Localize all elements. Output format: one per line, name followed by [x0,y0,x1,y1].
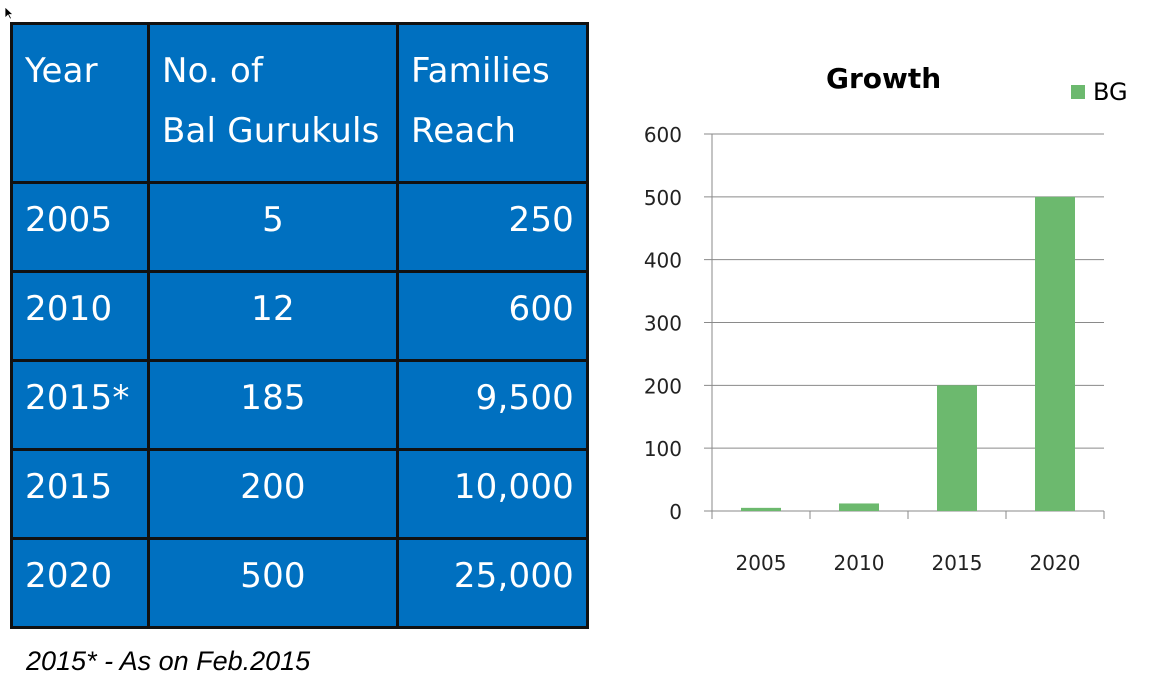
y-tick-label: 200 [644,374,682,398]
header-year: Year [10,22,150,184]
table-row: 2005 5 250 [10,181,589,273]
cell-families: 600 [396,270,589,362]
table-row: 2020 500 25,000 [10,537,589,629]
x-tick-label: 2005 [736,551,787,575]
header-year-line1: Year [25,51,98,91]
table-row: 2015* 185 9,500 [10,359,589,451]
header-families-line1: Families [411,51,550,91]
table-row: 2015 200 10,000 [10,448,589,540]
y-tick-label: 0 [669,500,682,524]
header-families-line2: Reach [411,111,517,151]
cell-families: 9,500 [396,359,589,451]
bar [741,507,781,511]
cell-families: 250 [396,181,589,273]
cell-year: 2010 [10,270,150,362]
legend-label: BG [1093,78,1128,106]
cell-families: 10,000 [396,448,589,540]
cell-gurukuls: 185 [147,359,399,451]
x-tick-label: 2015 [932,551,983,575]
bar [937,385,977,511]
cell-year: 2020 [10,537,150,629]
table-header-row: Year No. of Bal Gurukuls Families Reach [10,22,589,184]
mouse-cursor-icon [4,6,14,20]
header-families: Families Reach [396,22,589,184]
cell-gurukuls: 12 [147,270,399,362]
bar [1035,196,1075,511]
cell-year: 2015* [10,359,150,451]
bar-chart: 0 100 200 300 400 500 600 2005 2010 2015 2020 [644,123,1105,575]
header-gurukuls-line1: No. of [162,51,264,91]
cell-families: 25,000 [396,537,589,629]
bar [839,503,879,511]
cell-gurukuls: 5 [147,181,399,273]
x-tick-label: 2010 [834,551,885,575]
cell-year: 2015 [10,448,150,540]
header-gurukuls-line2: Bal Gurukuls [162,111,380,151]
cell-year: 2005 [10,181,150,273]
y-tick-label: 300 [644,312,682,336]
chart-legend: BG [1071,78,1128,106]
y-tick-label: 600 [644,123,682,147]
x-tick-label: 2020 [1030,551,1081,575]
y-tick-label: 400 [644,249,682,273]
footnote: 2015* - As on Feb.2015 [26,646,311,676]
table-row: 2010 12 600 [10,270,589,362]
y-tick-label: 100 [644,437,682,461]
cell-gurukuls: 200 [147,448,399,540]
header-gurukuls: No. of Bal Gurukuls [147,22,399,184]
legend-swatch [1071,85,1085,99]
cell-gurukuls: 500 [147,537,399,629]
chart-title: Growth [826,62,942,95]
y-tick-label: 500 [644,186,682,210]
bal-gurukul-table: Year No. of Bal Gurukuls Families Reach … [10,22,589,629]
